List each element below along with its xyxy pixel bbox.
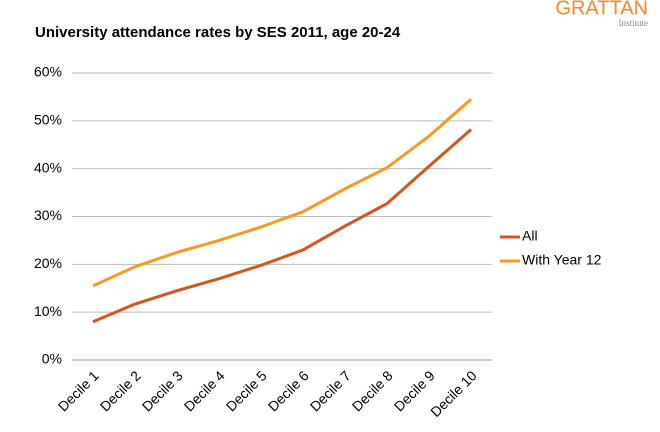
y-tick-label: 20% <box>34 255 62 271</box>
x-tick-label: Decile 1 <box>55 367 102 414</box>
legend-label: With Year 12 <box>522 252 602 268</box>
x-tick-label: Decile 8 <box>349 367 396 414</box>
logo-subtitle: Institute <box>619 18 649 28</box>
y-tick-label: 0% <box>42 351 62 367</box>
line-series <box>92 98 472 288</box>
x-tick-label: Decile 10 <box>427 367 480 420</box>
y-tick-label: 30% <box>34 207 62 223</box>
chart-title: University attendance rates by SES 2011,… <box>35 24 401 41</box>
x-tick-label: Decile 6 <box>265 367 312 414</box>
line-series <box>92 128 472 324</box>
y-tick-label: 50% <box>34 112 62 128</box>
y-tick-label: 40% <box>34 159 62 175</box>
logo-name: GRATTAN <box>555 0 648 19</box>
y-tick-label: 10% <box>34 303 62 319</box>
x-tick-label: Decile 7 <box>307 367 354 414</box>
y-tick-label: 60% <box>34 64 62 80</box>
x-tick-label: Decile 5 <box>223 367 270 414</box>
x-tick-label: Decile 2 <box>97 367 144 414</box>
x-tick-label: Decile 4 <box>181 367 228 414</box>
legend-label: All <box>522 228 538 244</box>
x-tick-label: Decile 3 <box>139 367 186 414</box>
